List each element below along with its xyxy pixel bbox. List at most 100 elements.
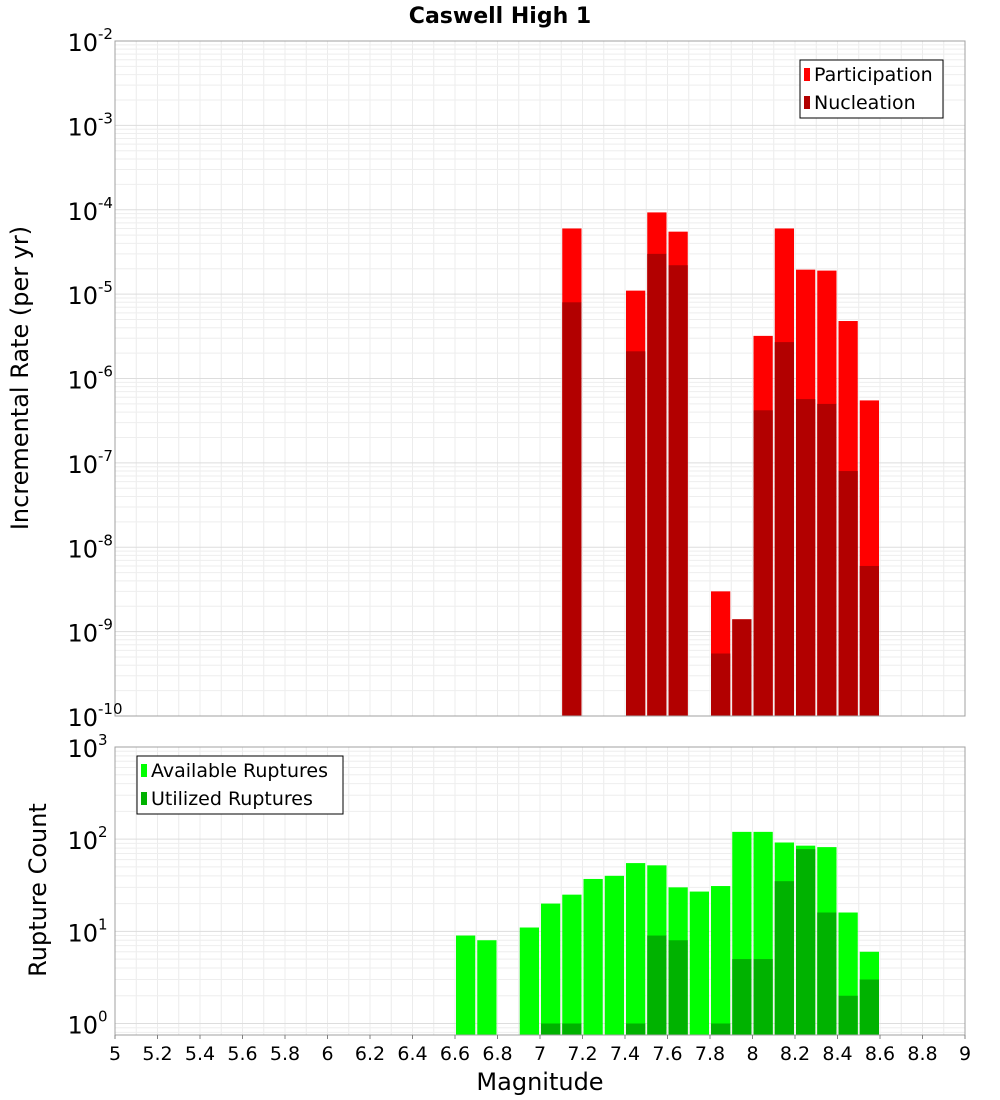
top-y-tick-label: 10 <box>67 29 98 57</box>
x-tick-label: 5.6 <box>227 1043 257 1065</box>
bottom-legend-label: Utilized Ruptures <box>151 788 313 810</box>
bottom-y-tick-exponent: 2 <box>98 823 108 841</box>
bottom-y-tick-label: 10 <box>67 1011 98 1039</box>
top-y-tick-exponent: -5 <box>98 278 113 296</box>
x-tick-label: 7.2 <box>567 1043 597 1065</box>
top-y-tick-label: 10 <box>67 367 98 395</box>
bottom-y-tick-label: 10 <box>67 827 98 855</box>
top-y-tick-label: 10 <box>67 282 98 310</box>
x-tick-label: 5.4 <box>185 1043 215 1065</box>
bottom-bar-available-ruptures <box>519 927 539 1035</box>
top-bar-nucleation <box>859 565 879 716</box>
bottom-legend-swatch <box>141 764 147 777</box>
bottom-bar-available-ruptures <box>626 863 646 1035</box>
bottom-y-tick-label: 10 <box>67 919 98 947</box>
x-tick-label: 8.6 <box>865 1043 895 1065</box>
chart-title: Caswell High 1 <box>409 4 591 29</box>
x-tick-label: 6.8 <box>482 1043 512 1065</box>
top-y-tick-exponent: -8 <box>98 531 113 549</box>
top-bar-nucleation <box>817 403 837 716</box>
top-y-tick-label: 10 <box>67 113 98 141</box>
top-bar-nucleation <box>838 471 858 716</box>
top-y-tick-label: 10 <box>67 704 98 732</box>
bottom-bar-available-ruptures <box>541 903 561 1035</box>
top-bar-nucleation <box>732 619 752 716</box>
bottom-y-tick-exponent: 0 <box>98 1007 108 1025</box>
top-y-tick-label: 10 <box>67 620 98 648</box>
top-y-tick-exponent: -2 <box>98 25 113 43</box>
bottom-bar-utilized-ruptures <box>711 1023 731 1035</box>
x-tick-label: 5.2 <box>142 1043 172 1065</box>
x-tick-label: 6.4 <box>397 1043 427 1065</box>
bottom-bar-utilized-ruptures <box>626 1023 646 1035</box>
x-tick-label: 6.6 <box>440 1043 470 1065</box>
bottom-bar-utilized-ruptures <box>647 935 667 1035</box>
top-bar-nucleation <box>796 399 816 716</box>
x-tick-label: 7.6 <box>652 1043 682 1065</box>
bottom-bar-utilized-ruptures <box>796 849 816 1035</box>
top-y-tick-label: 10 <box>67 451 98 479</box>
x-tick-label: 8.8 <box>907 1043 937 1065</box>
bottom-bar-available-ruptures <box>689 891 709 1035</box>
top-y-tick-exponent: -3 <box>98 109 113 127</box>
x-tick-label: 7 <box>534 1043 546 1065</box>
top-y-tick-exponent: -10 <box>98 700 123 718</box>
x-tick-label: 7.8 <box>695 1043 725 1065</box>
x-tick-label: 5.8 <box>270 1043 300 1065</box>
top-bar-nucleation <box>668 265 688 716</box>
top-y-tick-label: 10 <box>67 535 98 563</box>
bottom-bar-available-ruptures <box>456 935 476 1035</box>
bottom-bar-utilized-ruptures <box>838 995 858 1035</box>
top-plot-frame <box>114 40 966 717</box>
top-bar-nucleation <box>562 302 582 716</box>
bottom-bar-available-ruptures <box>583 878 603 1035</box>
top-y-axis-label: Incremental Rate (per yr) <box>6 226 34 530</box>
bottom-y-tick-exponent: 1 <box>98 915 108 933</box>
top-y-tick-exponent: -9 <box>98 616 113 634</box>
top-y-tick-exponent: -6 <box>98 363 113 381</box>
bottom-bar-available-ruptures <box>562 894 582 1035</box>
bottom-bar-available-ruptures <box>711 886 731 1035</box>
x-tick-label: 5 <box>109 1043 121 1065</box>
bottom-legend-swatch <box>141 792 147 805</box>
x-tick-label: 8.4 <box>822 1043 852 1065</box>
top-y-tick-exponent: -7 <box>98 447 113 465</box>
bottom-bar-utilized-ruptures <box>732 959 752 1035</box>
bottom-legend-label: Available Ruptures <box>151 760 328 782</box>
bottom-bar-utilized-ruptures <box>541 1023 561 1035</box>
bottom-legend <box>136 755 344 815</box>
top-legend <box>799 59 944 119</box>
bottom-y-tick-label: 10 <box>67 735 98 763</box>
top-y-tick-label: 10 <box>67 198 98 226</box>
bottom-bar-utilized-ruptures <box>859 979 879 1035</box>
bottom-bar-utilized-ruptures <box>774 881 794 1035</box>
bottom-bar-utilized-ruptures <box>753 959 773 1035</box>
top-legend-label: Participation <box>814 64 933 86</box>
bottom-y-axis-label: Rupture Count <box>24 803 52 977</box>
top-legend-label: Nucleation <box>814 92 916 114</box>
x-tick-label: 7.4 <box>610 1043 640 1065</box>
x-tick-label: 8 <box>746 1043 758 1065</box>
bottom-bar-utilized-ruptures <box>562 1023 582 1035</box>
top-bar-nucleation <box>774 342 794 716</box>
bottom-bar-available-ruptures <box>477 940 497 1035</box>
top-bar-nucleation <box>647 253 667 716</box>
top-bar-nucleation <box>753 410 773 716</box>
top-bar-nucleation <box>711 653 731 716</box>
x-tick-label: 8.2 <box>780 1043 810 1065</box>
bottom-bar-available-ruptures <box>604 875 624 1035</box>
bottom-bar-utilized-ruptures <box>817 912 837 1035</box>
x-axis-label: Magnitude <box>476 1068 603 1096</box>
bottom-y-tick-exponent: 3 <box>98 731 108 749</box>
top-bar-nucleation <box>626 351 646 716</box>
x-tick-label: 9 <box>959 1043 971 1065</box>
bottom-bar-utilized-ruptures <box>668 940 688 1035</box>
x-tick-label: 6.2 <box>355 1043 385 1065</box>
x-tick-label: 6 <box>321 1043 333 1065</box>
top-y-tick-exponent: -4 <box>98 194 113 212</box>
top-legend-swatch <box>804 96 810 109</box>
top-legend-swatch <box>804 68 810 81</box>
